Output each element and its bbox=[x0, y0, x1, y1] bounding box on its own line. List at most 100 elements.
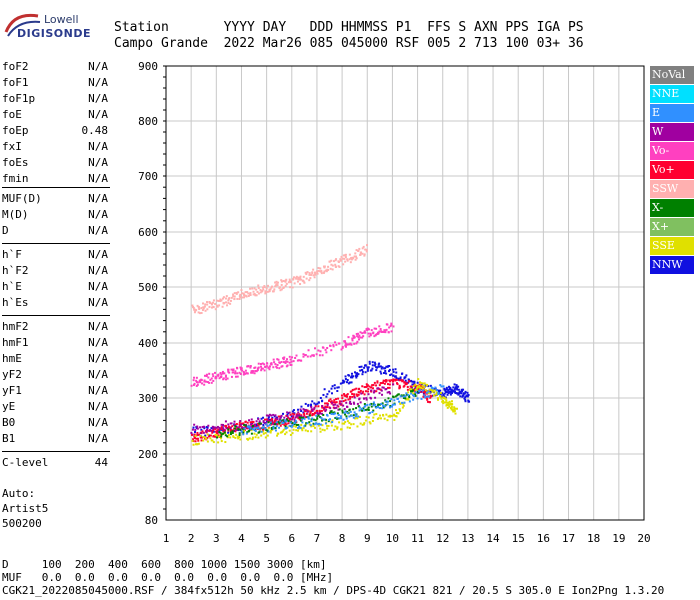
legend-item-x: X+ bbox=[650, 218, 694, 236]
echo-point bbox=[321, 428, 324, 431]
echo-point bbox=[229, 429, 232, 432]
echo-point bbox=[345, 343, 348, 346]
echo-point bbox=[394, 395, 397, 398]
echo-point bbox=[322, 271, 325, 274]
echo-point bbox=[340, 255, 343, 258]
echo-point bbox=[239, 438, 242, 441]
echo-point bbox=[307, 417, 310, 420]
echo-point bbox=[332, 344, 335, 347]
echo-point bbox=[340, 400, 343, 403]
echo-point bbox=[389, 405, 392, 408]
echo-point bbox=[221, 305, 224, 308]
echo-point bbox=[222, 428, 225, 431]
echo-point bbox=[387, 364, 390, 367]
footer-info: D 100 200 400 600 800 1000 1500 3000 [km… bbox=[2, 558, 664, 597]
echo-point bbox=[385, 379, 388, 382]
echo-point bbox=[384, 405, 387, 408]
echo-point bbox=[367, 332, 370, 335]
echo-point bbox=[201, 309, 204, 312]
echo-point bbox=[208, 305, 211, 308]
echo-point bbox=[267, 418, 270, 421]
echo-point bbox=[198, 433, 201, 436]
echo-point bbox=[195, 376, 198, 379]
echo-point bbox=[353, 393, 356, 396]
echo-point bbox=[323, 270, 326, 273]
echo-point bbox=[267, 415, 270, 418]
echo-point bbox=[406, 382, 409, 385]
param-label: h`F bbox=[2, 248, 22, 261]
echo-point bbox=[402, 396, 405, 399]
param-value: N/A bbox=[88, 280, 108, 293]
param-row-c-level: C-level 44 bbox=[2, 456, 108, 472]
echo-point bbox=[210, 427, 213, 430]
echo-point bbox=[341, 411, 344, 414]
echo-point bbox=[199, 434, 202, 437]
echo-point bbox=[289, 281, 292, 284]
echo-point bbox=[390, 330, 393, 333]
echo-point bbox=[333, 384, 336, 387]
echo-point bbox=[234, 430, 237, 433]
echo-point bbox=[362, 335, 365, 338]
echo-point bbox=[341, 257, 344, 260]
echo-point bbox=[423, 396, 426, 399]
echo-point bbox=[232, 293, 235, 296]
echo-point bbox=[295, 275, 298, 278]
echo-point bbox=[202, 425, 205, 428]
echo-point bbox=[334, 401, 337, 404]
echo-point bbox=[378, 365, 381, 368]
echo-point bbox=[358, 365, 361, 368]
echo-point bbox=[250, 429, 253, 432]
echo-point bbox=[367, 388, 370, 391]
echo-point bbox=[258, 422, 261, 425]
echo-point bbox=[216, 429, 219, 432]
echo-point bbox=[350, 423, 353, 426]
echo-point bbox=[316, 272, 319, 275]
echo-point bbox=[351, 395, 354, 398]
echo-point bbox=[437, 398, 440, 401]
echo-point bbox=[424, 389, 427, 392]
echo-point bbox=[193, 433, 196, 436]
echo-point bbox=[366, 408, 369, 411]
echo-point bbox=[447, 403, 450, 406]
echo-point bbox=[253, 372, 256, 375]
echo-point bbox=[297, 423, 300, 426]
echo-point bbox=[426, 384, 429, 387]
echo-point bbox=[362, 245, 365, 248]
echo-point bbox=[363, 330, 366, 333]
echo-point bbox=[242, 296, 245, 299]
echo-point bbox=[199, 426, 202, 429]
param-row-yf2: yF2 N/A bbox=[2, 368, 108, 384]
echo-point bbox=[243, 371, 246, 374]
echo-point bbox=[454, 386, 457, 389]
echo-point bbox=[323, 408, 326, 411]
echo-point bbox=[279, 416, 282, 419]
param-label: B1 bbox=[2, 432, 16, 445]
digisonde-logo: Lowell DIGISONDE bbox=[4, 6, 104, 40]
echo-point bbox=[220, 375, 223, 378]
param-row-d: D N/A bbox=[2, 224, 108, 240]
echo-point bbox=[301, 279, 304, 282]
echo-point bbox=[197, 306, 200, 309]
echo-point bbox=[203, 380, 206, 383]
echo-point bbox=[365, 248, 368, 251]
echo-point bbox=[365, 397, 368, 400]
echo-point bbox=[369, 334, 372, 337]
echo-point bbox=[414, 394, 417, 397]
echo-point bbox=[243, 423, 246, 426]
echo-point bbox=[196, 427, 199, 430]
echo-point bbox=[312, 354, 315, 357]
echo-point bbox=[393, 403, 396, 406]
echo-point bbox=[192, 438, 195, 441]
echo-point bbox=[249, 427, 252, 430]
legend-item-w: W bbox=[650, 123, 694, 141]
echo-point bbox=[312, 418, 315, 421]
echo-point bbox=[423, 394, 426, 397]
echo-point bbox=[344, 377, 347, 380]
echo-point bbox=[326, 404, 329, 407]
y-tick-label: 700 bbox=[138, 170, 158, 183]
echo-point bbox=[377, 417, 380, 420]
echo-point bbox=[254, 366, 257, 369]
echo-point bbox=[280, 288, 283, 291]
echo-point bbox=[361, 336, 364, 339]
echo-point bbox=[454, 407, 457, 410]
